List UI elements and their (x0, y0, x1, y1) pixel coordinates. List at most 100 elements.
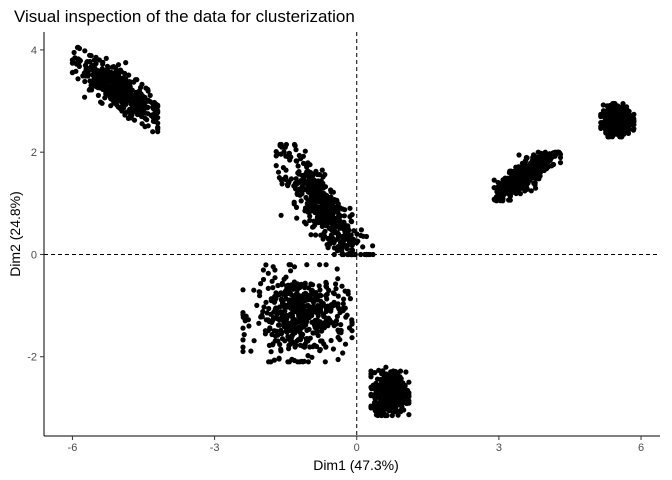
data-point (332, 224, 338, 230)
data-point (294, 338, 300, 344)
data-point (528, 188, 534, 194)
data-point (319, 328, 325, 334)
data-point (630, 115, 636, 121)
data-point (103, 88, 109, 94)
data-point (100, 61, 106, 67)
data-point (285, 180, 292, 186)
data-point (316, 213, 322, 219)
data-point (291, 264, 298, 270)
data-point (304, 164, 310, 170)
data-point (312, 295, 318, 301)
data-point (624, 106, 630, 112)
data-point (324, 296, 330, 302)
data-point (314, 317, 320, 323)
data-point (323, 304, 329, 310)
data-point (254, 302, 260, 308)
data-point (128, 115, 134, 121)
data-point (295, 170, 301, 176)
data-point (132, 92, 138, 98)
data-point (82, 94, 88, 100)
data-point (320, 214, 326, 220)
data-point (305, 353, 311, 359)
data-point (294, 191, 300, 197)
data-point (137, 102, 143, 108)
data-point (151, 107, 157, 113)
data-point (293, 182, 299, 188)
data-point (598, 120, 604, 126)
data-point (271, 357, 277, 363)
data-point (299, 334, 305, 340)
data-point (342, 288, 348, 294)
data-point (292, 317, 298, 323)
data-point (494, 189, 500, 195)
data-point (263, 262, 269, 268)
data-point (316, 283, 322, 289)
data-point (339, 251, 345, 258)
data-point (340, 305, 346, 311)
data-point (322, 359, 328, 365)
data-point (88, 82, 94, 88)
data-point (311, 200, 317, 207)
data-point (337, 225, 343, 231)
x-axis-ticks: -6 -3 0 3 6 (68, 436, 644, 454)
data-point (307, 335, 313, 341)
y-axis-ticks: -2 0 2 4 (27, 45, 44, 364)
data-point (138, 91, 144, 97)
data-point (320, 232, 326, 238)
data-point (139, 98, 145, 104)
data-point (240, 348, 246, 355)
data-point (240, 287, 246, 293)
data-point (335, 334, 341, 340)
data-point (604, 110, 610, 116)
data-point (314, 322, 321, 329)
data-point (605, 134, 611, 140)
data-point (283, 302, 289, 308)
data-point (270, 318, 276, 324)
data-point (393, 397, 399, 403)
data-point (285, 328, 291, 334)
data-point (606, 122, 612, 128)
data-point (263, 299, 269, 305)
data-point (331, 197, 338, 203)
data-point (92, 57, 98, 63)
data-point (613, 130, 619, 136)
data-point (84, 59, 90, 65)
y-tick-label: -2 (27, 352, 37, 364)
x-tick-label: -3 (210, 442, 220, 454)
data-point (69, 70, 75, 76)
data-point (616, 121, 622, 127)
data-point (505, 188, 511, 194)
x-tick-label: -6 (68, 442, 78, 454)
data-point (510, 180, 516, 186)
data-point (342, 341, 349, 347)
data-point (381, 376, 387, 382)
data-point (117, 67, 124, 73)
data-point (268, 349, 274, 355)
data-point (338, 327, 344, 334)
data-point (368, 374, 374, 380)
data-point (251, 287, 257, 293)
data-point (311, 330, 318, 336)
data-point (348, 234, 354, 241)
data-point (128, 92, 134, 98)
data-point (320, 219, 326, 225)
data-point (305, 285, 312, 291)
data-point (261, 304, 267, 310)
data-point (305, 183, 311, 189)
data-point (328, 320, 335, 326)
data-point (609, 110, 615, 116)
data-point (607, 102, 613, 109)
data-point (334, 313, 340, 319)
data-point (283, 177, 289, 183)
data-point (383, 388, 389, 394)
y-tick-label: 0 (31, 249, 37, 261)
data-point (274, 328, 280, 334)
data-point (310, 224, 316, 230)
data-point (113, 99, 119, 105)
data-point (598, 125, 604, 131)
data-point (298, 198, 304, 204)
data-point (75, 76, 81, 82)
data-point (94, 82, 100, 88)
data-point (323, 309, 329, 315)
